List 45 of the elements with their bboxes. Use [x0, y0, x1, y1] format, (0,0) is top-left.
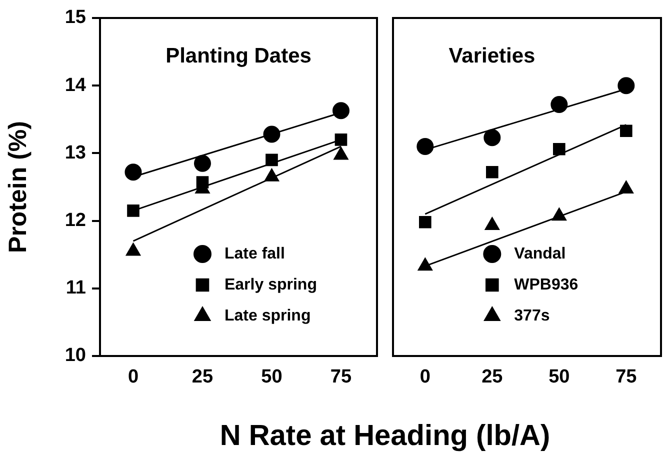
legend-label: Late spring [224, 307, 311, 324]
y-tick-label: 11 [66, 278, 86, 299]
point [334, 134, 348, 146]
x-tick-label: 75 [330, 366, 352, 388]
point [618, 77, 635, 94]
point [484, 217, 500, 230]
x-tick-label: 50 [261, 366, 282, 388]
x-axis-title: N Rate at Heading (lb/A) [218, 420, 552, 453]
point [620, 124, 632, 138]
point [416, 138, 434, 155]
y-tick-label: 12 [64, 210, 86, 232]
text: Planting Dates [166, 44, 312, 68]
point [332, 102, 350, 120]
x-tick-label: 50 [548, 366, 570, 388]
x-tick-label: 75 [616, 366, 638, 388]
y-tick-label: 10 [64, 345, 86, 366]
point [618, 180, 634, 194]
point [419, 216, 432, 228]
point [552, 208, 567, 221]
point [486, 166, 498, 178]
point [196, 176, 209, 188]
point [266, 154, 278, 166]
point [124, 164, 142, 181]
legend-label: Vandal [514, 245, 566, 262]
x-tick-label: 0 [420, 366, 430, 388]
x-tick-label: 0 [128, 366, 139, 388]
y-tick-label: 14 [64, 74, 86, 96]
point [553, 142, 566, 156]
legend-label: 377s [514, 307, 550, 324]
point [484, 129, 501, 146]
x-tick-label: 25 [482, 366, 504, 388]
point [550, 96, 568, 114]
point [127, 204, 140, 217]
y-tick-label: 13 [64, 142, 86, 164]
y-tick-label: 15 [64, 7, 86, 28]
point [263, 126, 280, 143]
point [194, 154, 211, 172]
legend-label: Late fall [224, 245, 285, 262]
y-axis-title: Protein (%) [4, 121, 32, 253]
x-tick-label: 25 [192, 366, 214, 388]
legend-label: WPB936 [514, 276, 578, 294]
text: Varieties [448, 44, 536, 68]
legend-label: Early spring [224, 276, 317, 294]
point [418, 258, 433, 271]
point [126, 242, 141, 256]
